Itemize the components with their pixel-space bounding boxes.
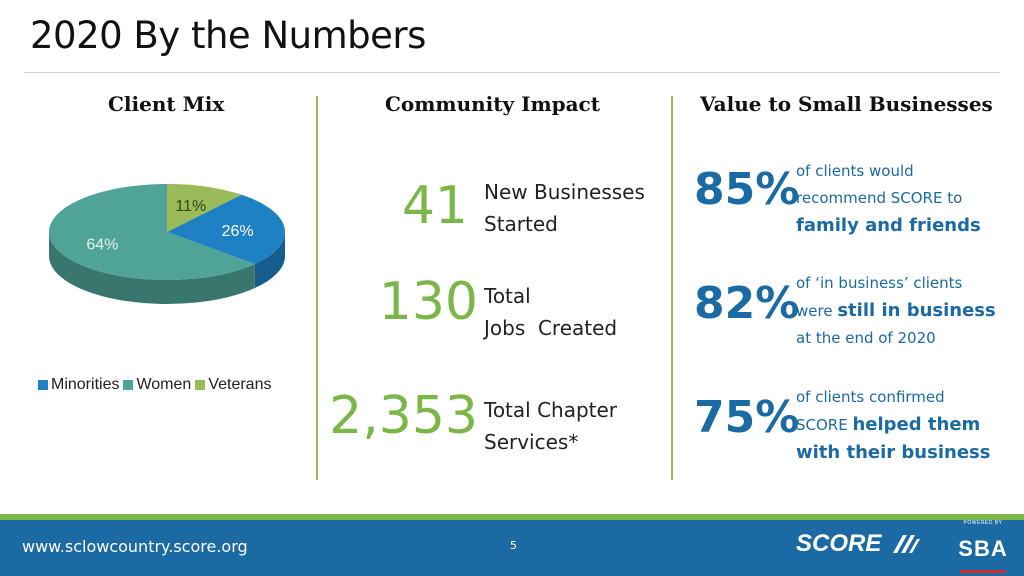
legend-swatch (195, 380, 206, 390)
value-line: with their business (796, 439, 1016, 467)
jobs-created-number: 130 (378, 272, 478, 332)
in-business-percent: 82% (694, 278, 800, 329)
recommend-percent: 85% (694, 164, 800, 215)
value-plain: SCORE (796, 416, 853, 434)
footer-url-link[interactable]: www.sclowcountry.score.org (22, 537, 248, 556)
impact-line: Services* (484, 430, 579, 454)
value-emphasis: helped them (852, 414, 981, 435)
legend-label: Women (136, 376, 192, 393)
value-line: were still in business (796, 297, 1016, 325)
value-line: of clients would (796, 162, 914, 180)
pie-slice-women (48, 184, 255, 280)
impact-line: Jobs Created (484, 316, 618, 340)
score-logo-text: SCORE (796, 530, 882, 557)
value-plain: were (796, 302, 838, 320)
pie-slice-veterans (167, 184, 242, 232)
in-business-text: of ‘in business’ clients were still in b… (796, 270, 1016, 352)
value-emphasis: family and friends (796, 215, 981, 236)
score-slash-icon (893, 535, 921, 553)
pie-slice-side-women (49, 232, 255, 304)
legend-swatch (38, 380, 48, 390)
impact-line: Started (484, 212, 558, 236)
client-mix-pie-chart: 11% 26% 64% (48, 184, 285, 304)
helped-percent: 75% (694, 392, 800, 443)
footer-accent-bar (0, 514, 1024, 520)
legend-item-veterans: Veterans (195, 376, 271, 394)
helped-text: of clients confirmed SCORE helped them w… (796, 384, 1016, 467)
client-mix-heading: Client Mix (108, 92, 225, 116)
pie-label-veterans: 11% (175, 198, 206, 215)
value-line: of clients confirmed (796, 388, 945, 406)
pie-slice-side-minorities (254, 232, 285, 289)
pie-label-minorities: 26% (222, 223, 254, 240)
value-line: recommend SCORE to (796, 189, 963, 207)
sba-powered-by: POWERED BY (963, 520, 1003, 526)
page-number: 5 (510, 539, 517, 552)
sba-red-bar (960, 570, 1006, 573)
column-divider-right (671, 96, 673, 480)
impact-line: New Businesses (484, 180, 645, 204)
slide-title: 2020 By the Numbers (30, 14, 426, 57)
sba-logo: POWERED BY SBA (952, 518, 1014, 576)
legend-item-minorities: Minorities (38, 376, 119, 394)
impact-line: Total (484, 284, 531, 308)
value-line: family and friends (796, 212, 1016, 240)
sba-logo-text: SBA (958, 536, 1008, 561)
footer-bar (0, 520, 1024, 576)
value-line: at the end of 2020 (796, 329, 936, 347)
jobs-created-label: Total Jobs Created (484, 280, 617, 344)
title-divider (24, 72, 1000, 73)
value-emphasis: with their business (796, 442, 991, 463)
column-divider-left (316, 96, 318, 480)
legend-item-women: Women (123, 376, 191, 394)
legend-label: Veterans (208, 376, 272, 393)
value-heading: Value to Small Businesses (700, 92, 993, 116)
value-emphasis: still in business (837, 300, 996, 321)
impact-line: Total Chapter (484, 398, 618, 422)
chapter-services-number: 2,353 (329, 386, 478, 446)
new-businesses-number: 41 (401, 176, 468, 236)
value-line: of ‘in business’ clients (796, 274, 963, 292)
new-businesses-label: New Businesses Started (484, 176, 645, 240)
chart-legend: Minorities Women Veterans (38, 376, 275, 394)
value-line: SCORE helped them (796, 411, 1016, 439)
pie-label-women: 64% (86, 237, 118, 254)
score-logo: SCORE (796, 530, 921, 558)
community-impact-heading: Community Impact (385, 92, 600, 116)
recommend-text: of clients would recommend SCORE to fami… (796, 158, 1016, 240)
chapter-services-label: Total Chapter Services* (484, 394, 617, 458)
legend-label: Minorities (51, 376, 120, 393)
pie-slice-minorities (167, 194, 285, 265)
legend-swatch (123, 380, 134, 390)
